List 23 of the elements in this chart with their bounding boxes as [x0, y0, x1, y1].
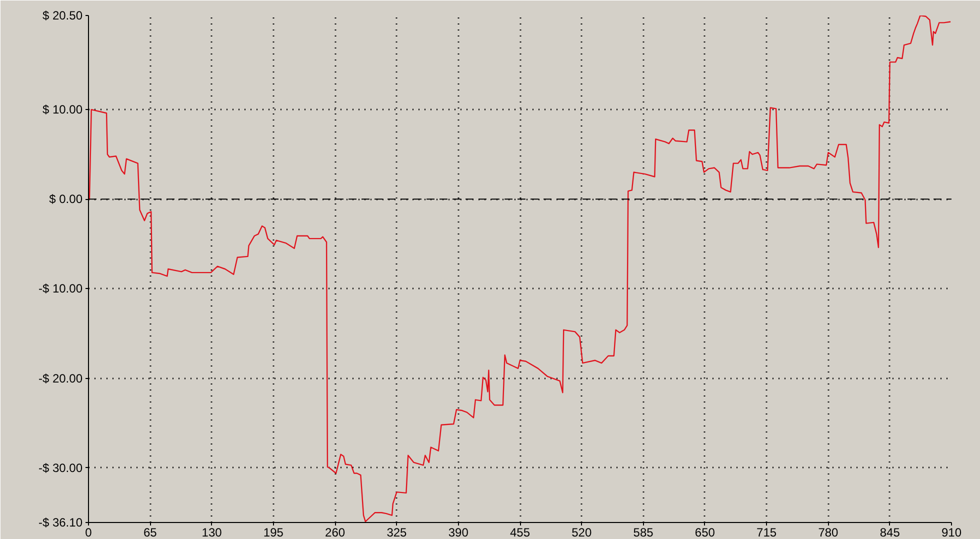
- x-tick-label: 650: [694, 526, 716, 539]
- x-tick-label: 390: [448, 526, 469, 539]
- y-tick-label: $ 20.50: [42, 8, 83, 22]
- x-tick-label: 845: [880, 526, 900, 539]
- x-tick-label: 130: [202, 526, 222, 539]
- line-series: [88, 16, 952, 522]
- y-tick-label: -$ 30.00: [38, 460, 83, 475]
- y-tick-label: -$ 10.00: [38, 282, 83, 296]
- x-tick-label: 585: [633, 526, 654, 539]
- x-tick-label: 260: [325, 526, 346, 539]
- y-tick-label: -$ 20.00: [38, 371, 83, 386]
- x-tick-label: 910: [941, 526, 962, 539]
- x-tick-label: 715: [756, 526, 777, 539]
- x-tick-label: 455: [510, 526, 530, 539]
- x-tick-label: 780: [818, 526, 839, 539]
- x-tick-label: 325: [386, 526, 408, 539]
- x-tick-label: 0: [85, 526, 92, 539]
- x-tick-label: 520: [572, 526, 592, 539]
- y-tick-label: $ 10.00: [42, 102, 83, 117]
- x-tick-label: 195: [263, 526, 284, 539]
- x-tick-label: 65: [143, 526, 158, 539]
- y-tick-label: -$ 36.10: [38, 516, 83, 530]
- y-tick-label: $ 0.00: [49, 192, 83, 206]
